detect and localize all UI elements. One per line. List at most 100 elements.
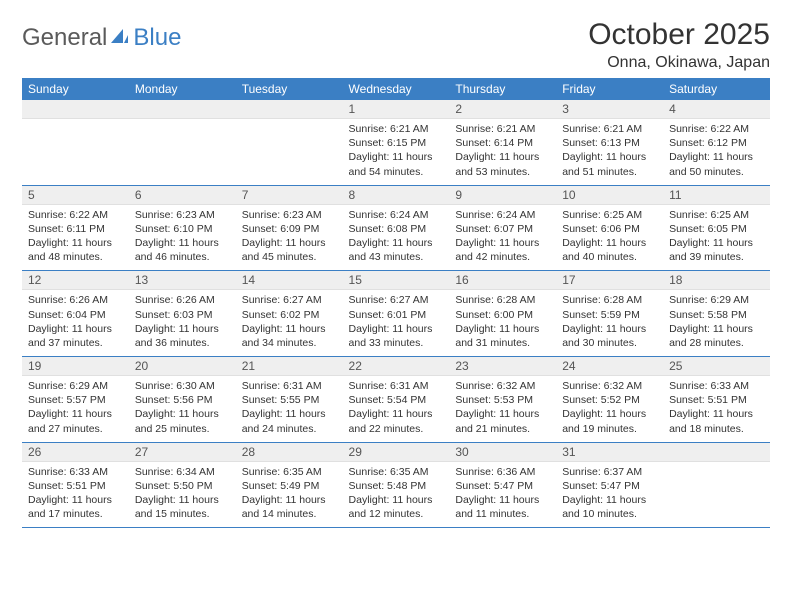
day-details: Sunrise: 6:26 AMSunset: 6:03 PMDaylight:… bbox=[129, 290, 236, 356]
day-cell bbox=[236, 100, 343, 185]
day-details: Sunrise: 6:28 AMSunset: 6:00 PMDaylight:… bbox=[449, 290, 556, 356]
daylight-line: Daylight: 11 hours and 53 minutes. bbox=[455, 150, 550, 178]
week-row: 12Sunrise: 6:26 AMSunset: 6:04 PMDayligh… bbox=[22, 271, 770, 357]
sunrise-line: Sunrise: 6:22 AM bbox=[28, 208, 123, 222]
sunrise-line: Sunrise: 6:25 AM bbox=[562, 208, 657, 222]
day-number bbox=[22, 100, 129, 119]
day-cell bbox=[22, 100, 129, 185]
sunset-line: Sunset: 6:06 PM bbox=[562, 222, 657, 236]
sunrise-line: Sunrise: 6:33 AM bbox=[28, 465, 123, 479]
day-number: 27 bbox=[129, 443, 236, 462]
sunrise-line: Sunrise: 6:31 AM bbox=[349, 379, 444, 393]
day-details: Sunrise: 6:37 AMSunset: 5:47 PMDaylight:… bbox=[556, 462, 663, 528]
day-cell bbox=[129, 100, 236, 185]
daylight-line: Daylight: 11 hours and 48 minutes. bbox=[28, 236, 123, 264]
day-details: Sunrise: 6:35 AMSunset: 5:48 PMDaylight:… bbox=[343, 462, 450, 528]
day-cell: 10Sunrise: 6:25 AMSunset: 6:06 PMDayligh… bbox=[556, 185, 663, 271]
day-details: Sunrise: 6:29 AMSunset: 5:58 PMDaylight:… bbox=[663, 290, 770, 356]
daylight-line: Daylight: 11 hours and 30 minutes. bbox=[562, 322, 657, 350]
sunset-line: Sunset: 6:05 PM bbox=[669, 222, 764, 236]
day-details: Sunrise: 6:34 AMSunset: 5:50 PMDaylight:… bbox=[129, 462, 236, 528]
daylight-line: Daylight: 11 hours and 28 minutes. bbox=[669, 322, 764, 350]
location: Onna, Okinawa, Japan bbox=[588, 54, 770, 72]
daylight-line: Daylight: 11 hours and 34 minutes. bbox=[242, 322, 337, 350]
day-number: 3 bbox=[556, 100, 663, 119]
sunrise-line: Sunrise: 6:21 AM bbox=[455, 122, 550, 136]
sunset-line: Sunset: 5:48 PM bbox=[349, 479, 444, 493]
sunset-line: Sunset: 6:02 PM bbox=[242, 308, 337, 322]
week-row: 5Sunrise: 6:22 AMSunset: 6:11 PMDaylight… bbox=[22, 185, 770, 271]
day-details: Sunrise: 6:21 AMSunset: 6:13 PMDaylight:… bbox=[556, 119, 663, 185]
week-row: 26Sunrise: 6:33 AMSunset: 5:51 PMDayligh… bbox=[22, 442, 770, 528]
sunset-line: Sunset: 6:09 PM bbox=[242, 222, 337, 236]
day-cell: 4Sunrise: 6:22 AMSunset: 6:12 PMDaylight… bbox=[663, 100, 770, 185]
sunset-line: Sunset: 5:49 PM bbox=[242, 479, 337, 493]
day-header-row: SundayMondayTuesdayWednesdayThursdayFrid… bbox=[22, 78, 770, 100]
day-cell: 1Sunrise: 6:21 AMSunset: 6:15 PMDaylight… bbox=[343, 100, 450, 185]
day-number: 4 bbox=[663, 100, 770, 119]
sunrise-line: Sunrise: 6:33 AM bbox=[669, 379, 764, 393]
day-details bbox=[236, 119, 343, 179]
logo-text-general: General bbox=[22, 24, 107, 52]
day-details: Sunrise: 6:29 AMSunset: 5:57 PMDaylight:… bbox=[22, 376, 129, 442]
sunset-line: Sunset: 6:03 PM bbox=[135, 308, 230, 322]
day-cell: 30Sunrise: 6:36 AMSunset: 5:47 PMDayligh… bbox=[449, 442, 556, 528]
sunset-line: Sunset: 6:00 PM bbox=[455, 308, 550, 322]
day-details: Sunrise: 6:26 AMSunset: 6:04 PMDaylight:… bbox=[22, 290, 129, 356]
daylight-line: Daylight: 11 hours and 33 minutes. bbox=[349, 322, 444, 350]
day-number: 6 bbox=[129, 186, 236, 205]
daylight-line: Daylight: 11 hours and 42 minutes. bbox=[455, 236, 550, 264]
logo: General Blue bbox=[22, 24, 181, 52]
day-number: 28 bbox=[236, 443, 343, 462]
sunset-line: Sunset: 6:07 PM bbox=[455, 222, 550, 236]
daylight-line: Daylight: 11 hours and 50 minutes. bbox=[669, 150, 764, 178]
daylight-line: Daylight: 11 hours and 11 minutes. bbox=[455, 493, 550, 521]
daylight-line: Daylight: 11 hours and 25 minutes. bbox=[135, 407, 230, 435]
sunrise-line: Sunrise: 6:30 AM bbox=[135, 379, 230, 393]
day-details: Sunrise: 6:28 AMSunset: 5:59 PMDaylight:… bbox=[556, 290, 663, 356]
daylight-line: Daylight: 11 hours and 39 minutes. bbox=[669, 236, 764, 264]
week-row: 1Sunrise: 6:21 AMSunset: 6:15 PMDaylight… bbox=[22, 100, 770, 185]
sunset-line: Sunset: 5:58 PM bbox=[669, 308, 764, 322]
day-details: Sunrise: 6:32 AMSunset: 5:53 PMDaylight:… bbox=[449, 376, 556, 442]
day-details: Sunrise: 6:30 AMSunset: 5:56 PMDaylight:… bbox=[129, 376, 236, 442]
sunrise-line: Sunrise: 6:29 AM bbox=[669, 293, 764, 307]
day-cell: 29Sunrise: 6:35 AMSunset: 5:48 PMDayligh… bbox=[343, 442, 450, 528]
daylight-line: Daylight: 11 hours and 36 minutes. bbox=[135, 322, 230, 350]
day-number: 15 bbox=[343, 271, 450, 290]
sunrise-line: Sunrise: 6:29 AM bbox=[28, 379, 123, 393]
day-number: 13 bbox=[129, 271, 236, 290]
sunrise-line: Sunrise: 6:23 AM bbox=[242, 208, 337, 222]
sunrise-line: Sunrise: 6:27 AM bbox=[242, 293, 337, 307]
day-number: 8 bbox=[343, 186, 450, 205]
sunset-line: Sunset: 5:51 PM bbox=[28, 479, 123, 493]
day-details: Sunrise: 6:36 AMSunset: 5:47 PMDaylight:… bbox=[449, 462, 556, 528]
sunrise-line: Sunrise: 6:26 AM bbox=[28, 293, 123, 307]
sunrise-line: Sunrise: 6:21 AM bbox=[349, 122, 444, 136]
header: General Blue October 2025 Onna, Okinawa,… bbox=[22, 18, 770, 72]
day-number: 21 bbox=[236, 357, 343, 376]
day-header: Saturday bbox=[663, 78, 770, 100]
sunset-line: Sunset: 5:47 PM bbox=[562, 479, 657, 493]
sunset-line: Sunset: 5:52 PM bbox=[562, 393, 657, 407]
day-details: Sunrise: 6:21 AMSunset: 6:14 PMDaylight:… bbox=[449, 119, 556, 185]
day-number: 30 bbox=[449, 443, 556, 462]
day-cell: 14Sunrise: 6:27 AMSunset: 6:02 PMDayligh… bbox=[236, 271, 343, 357]
day-cell: 15Sunrise: 6:27 AMSunset: 6:01 PMDayligh… bbox=[343, 271, 450, 357]
daylight-line: Daylight: 11 hours and 24 minutes. bbox=[242, 407, 337, 435]
sunset-line: Sunset: 6:15 PM bbox=[349, 136, 444, 150]
day-details: Sunrise: 6:23 AMSunset: 6:09 PMDaylight:… bbox=[236, 205, 343, 271]
day-number: 16 bbox=[449, 271, 556, 290]
day-cell: 9Sunrise: 6:24 AMSunset: 6:07 PMDaylight… bbox=[449, 185, 556, 271]
day-number: 31 bbox=[556, 443, 663, 462]
daylight-line: Daylight: 11 hours and 43 minutes. bbox=[349, 236, 444, 264]
sunset-line: Sunset: 5:53 PM bbox=[455, 393, 550, 407]
day-details bbox=[663, 462, 770, 522]
sunset-line: Sunset: 5:47 PM bbox=[455, 479, 550, 493]
sunrise-line: Sunrise: 6:28 AM bbox=[455, 293, 550, 307]
sunset-line: Sunset: 6:10 PM bbox=[135, 222, 230, 236]
day-number bbox=[129, 100, 236, 119]
day-header: Thursday bbox=[449, 78, 556, 100]
day-details: Sunrise: 6:27 AMSunset: 6:02 PMDaylight:… bbox=[236, 290, 343, 356]
day-cell: 22Sunrise: 6:31 AMSunset: 5:54 PMDayligh… bbox=[343, 357, 450, 443]
